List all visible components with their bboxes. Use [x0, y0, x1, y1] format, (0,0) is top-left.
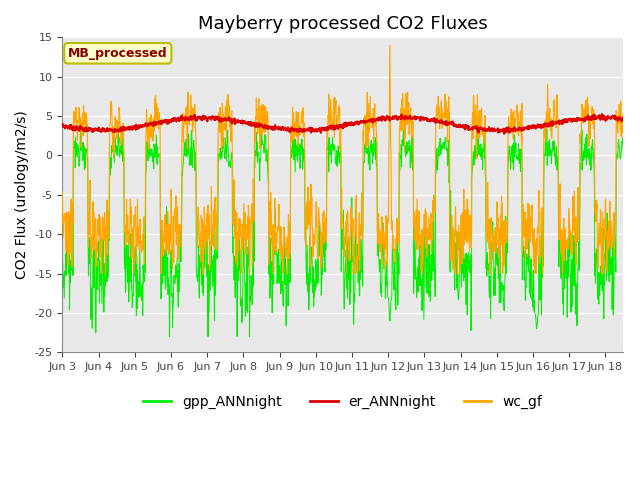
Text: MB_processed: MB_processed [68, 47, 168, 60]
Legend: gpp_ANNnight, er_ANNnight, wc_gf: gpp_ANNnight, er_ANNnight, wc_gf [138, 389, 548, 415]
Y-axis label: CO2 Flux (urology/m2/s): CO2 Flux (urology/m2/s) [15, 110, 29, 279]
Title: Mayberry processed CO2 Fluxes: Mayberry processed CO2 Fluxes [198, 15, 488, 33]
